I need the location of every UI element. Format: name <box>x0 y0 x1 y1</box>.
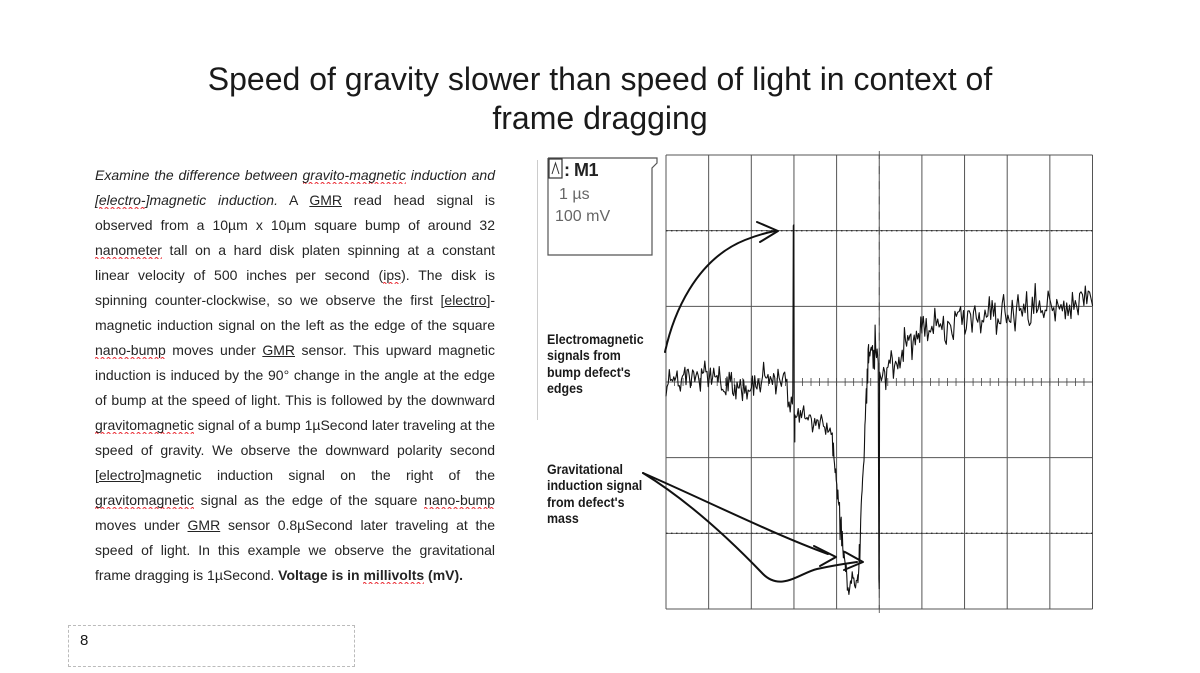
svg-text:: M1: : M1 <box>564 160 598 180</box>
svg-text:1 µs: 1 µs <box>559 186 590 203</box>
svg-text:100 mV: 100 mV <box>555 208 610 225</box>
